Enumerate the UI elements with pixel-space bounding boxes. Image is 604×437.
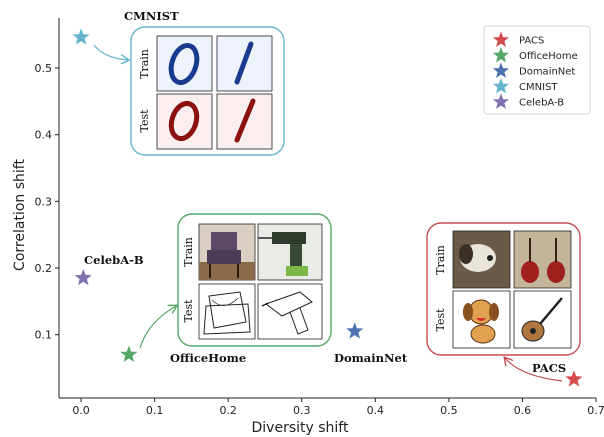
x-tick-label: 0.4	[367, 404, 385, 417]
pacs-train-dog-photo	[452, 230, 511, 289]
x-tick-label: 0.6	[514, 404, 532, 417]
legend-label-pacs: PACS	[519, 36, 544, 47]
y-ticks: 0.1 0.2 0.3 0.4 0.5	[35, 62, 59, 342]
officehome-arrow	[139, 306, 176, 349]
data-point-pacs	[565, 370, 583, 387]
officehome-test-drill-sketch	[257, 283, 323, 340]
x-ticks: 0.0 0.1 0.2 0.3 0.4 0.5 0.6 0.7	[72, 398, 604, 417]
x-tick-label: 0.0	[72, 404, 90, 417]
pacs-arrow	[505, 358, 563, 382]
pacs-train-label: Train	[434, 245, 447, 275]
pacs-test-label: Test	[434, 308, 447, 332]
pacs-test-guitar-sketch	[513, 290, 572, 349]
cmnist-train-zero-image	[156, 35, 213, 92]
cmnist-inset: Train Test	[130, 26, 285, 156]
data-point-officehome	[120, 345, 138, 362]
x-tick-label: 0.2	[219, 404, 237, 417]
data-point-cmnist	[72, 28, 90, 45]
y-tick-label: 0.2	[35, 262, 53, 275]
x-tick-label: 0.1	[146, 404, 164, 417]
pacs-annotation: PACS	[532, 361, 566, 375]
officehome-train-drill-image	[257, 223, 323, 281]
officehome-annotation: OfficeHome	[170, 351, 246, 365]
x-tick-label: 0.5	[440, 404, 458, 417]
y-tick-label: 0.5	[35, 62, 53, 75]
pacs-inset: Train Test	[426, 222, 581, 356]
cmnist-test-zero-image	[156, 93, 213, 150]
legend-marker-officehome	[492, 47, 510, 63]
officehome-test-chair-sketch	[198, 283, 256, 340]
legend-label-domainnet: DomainNet	[519, 67, 575, 78]
legend-marker-celeba-b	[492, 93, 510, 109]
legend-marker-domainnet	[492, 62, 510, 78]
cmnist-test-one-image	[216, 93, 273, 150]
officehome-train-chair-image	[198, 223, 256, 281]
legend: PACS OfficeHome DomainNet CMNIST CelebA-B	[483, 25, 591, 115]
officehome-train-label: Train	[182, 237, 195, 267]
x-tick-label: 0.7	[587, 404, 604, 417]
y-tick-label: 0.4	[35, 129, 53, 142]
officehome-inset: Train Test	[177, 213, 332, 347]
x-tick-label: 0.3	[293, 404, 311, 417]
data-point-domainnet	[346, 322, 364, 339]
data-points	[72, 28, 583, 387]
cmnist-train-label: Train	[138, 49, 151, 79]
data-point-celeba-b	[74, 269, 92, 286]
officehome-test-label: Test	[182, 299, 195, 323]
legend-marker-cmnist	[492, 78, 510, 94]
celeba-annotation: CelebA-B	[84, 253, 144, 267]
cmnist-test-label: Test	[138, 109, 151, 133]
x-axis-title: Diversity shift	[252, 420, 349, 436]
domainnet-annotation: DomainNet	[334, 351, 408, 365]
y-tick-label: 0.1	[35, 329, 53, 342]
pacs-train-guitar-painting	[513, 230, 572, 289]
legend-marker-pacs	[492, 31, 510, 47]
legend-label-officehome: OfficeHome	[519, 51, 578, 62]
legend-label-cmnist: CMNIST	[519, 82, 558, 93]
cmnist-arrow	[93, 44, 128, 60]
pacs-test-dog-cartoon	[452, 290, 511, 349]
legend-label-celeba-b: CelebA-B	[519, 98, 564, 109]
cmnist-train-one-image	[216, 35, 273, 92]
y-tick-label: 0.3	[35, 195, 53, 208]
cmnist-annotation: CMNIST	[124, 9, 179, 23]
y-axis-title: Correlation shift	[12, 159, 28, 271]
